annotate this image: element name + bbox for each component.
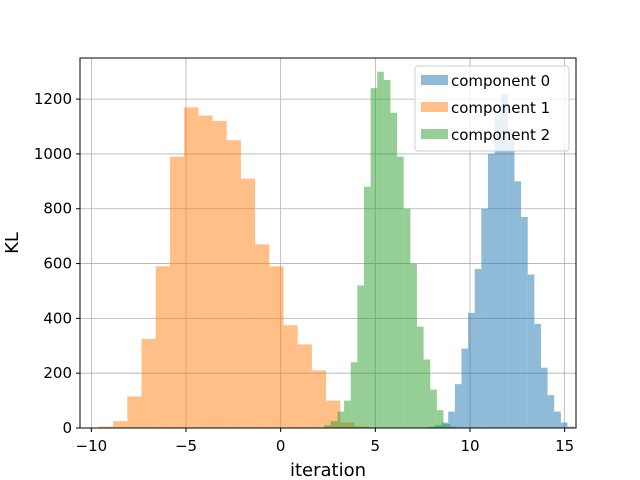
histogram-bar <box>397 156 404 428</box>
histogram-bar <box>443 423 451 428</box>
histogram-bar <box>521 216 528 428</box>
histogram-bar <box>547 395 555 428</box>
x-tick-label: −5 <box>175 437 197 455</box>
histogram-bar <box>567 426 575 428</box>
histogram-bar <box>481 208 488 428</box>
legend-swatch <box>421 75 448 85</box>
y-tick-label: 400 <box>43 309 72 327</box>
series-1 <box>98 107 369 429</box>
histogram-bar <box>487 153 495 429</box>
histogram-bar <box>560 422 568 428</box>
histogram-bar <box>430 389 437 428</box>
plot-frame <box>79 57 577 429</box>
legend: component 0 component 1 component 2 <box>414 65 570 152</box>
y-tick-label: 0 <box>62 419 72 437</box>
histogram-bar <box>350 362 358 428</box>
histogram-bar <box>436 410 444 428</box>
histogram-bar <box>269 266 284 428</box>
histogram-bar <box>198 115 213 429</box>
histogram-bar <box>98 426 114 428</box>
histogram-bar <box>448 411 455 428</box>
histogram-bar <box>410 263 417 428</box>
histogram-bar <box>326 400 341 428</box>
histogram-bar <box>514 181 522 428</box>
histogram-bar <box>370 88 378 429</box>
legend-label: component 2 <box>451 126 550 144</box>
y-tick-label: 1000 <box>34 145 72 163</box>
histogram-bar <box>337 411 345 428</box>
y-axis-label: KL <box>2 232 23 254</box>
series-2 <box>324 71 457 429</box>
axis-ticks: −10 −5 0 5 10 15 0 200 400 600 800 1000 1200 <box>34 90 574 455</box>
histogram-bar <box>501 93 508 428</box>
histogram-bar <box>527 274 535 428</box>
histogram-bar <box>416 326 424 428</box>
x-tick-label: −10 <box>76 437 108 455</box>
legend-label: component 1 <box>451 99 550 117</box>
histogram-bar <box>113 421 128 428</box>
legend-swatch <box>421 102 448 112</box>
histogram-bar <box>554 411 561 428</box>
histogram-bar <box>363 186 371 428</box>
histogram-bar <box>212 121 227 428</box>
histogram-bar <box>377 71 384 428</box>
x-tick-label: 10 <box>460 437 479 455</box>
histogram-bar <box>534 323 541 428</box>
histogram-bar <box>507 129 515 428</box>
series-0 <box>428 93 575 429</box>
histogram-bar <box>255 244 270 428</box>
histogram-bar <box>283 325 298 428</box>
legend-label: component 0 <box>451 72 550 90</box>
x-tick-label: 15 <box>555 437 574 455</box>
x-tick-label: 5 <box>371 437 381 455</box>
histogram-bar <box>403 208 411 428</box>
histogram-bars <box>98 71 575 429</box>
histogram-bar <box>474 269 482 428</box>
y-tick-label: 600 <box>43 255 72 273</box>
histogram-bar <box>468 312 475 428</box>
histogram-bar <box>155 266 170 428</box>
legend-swatch <box>421 129 448 139</box>
x-axis-label: iteration <box>290 460 366 480</box>
histogram-bar <box>454 384 462 428</box>
histogram-bar <box>383 79 391 428</box>
histogram-bar <box>311 370 327 428</box>
histogram-bar <box>330 421 338 428</box>
histogram-bar <box>127 396 142 428</box>
y-tick-label: 1200 <box>34 90 72 108</box>
histogram-bar <box>540 367 548 428</box>
histogram-bar <box>423 359 431 428</box>
histogram-bar <box>450 426 457 428</box>
histogram-bar <box>141 338 156 428</box>
histogram-bar <box>297 344 312 428</box>
x-tick-label: 0 <box>276 437 286 455</box>
histogram-bar <box>324 425 331 428</box>
histogram-bar <box>494 115 502 429</box>
histogram-bar <box>461 348 469 428</box>
histogram-bar <box>390 112 398 428</box>
y-tick-label: 200 <box>43 364 72 382</box>
histogram-bar <box>357 285 364 428</box>
y-tick-label: 800 <box>43 200 72 218</box>
histogram-bar <box>240 178 256 428</box>
histogram-bar <box>344 400 351 428</box>
legend-box <box>414 65 570 152</box>
histogram-bar <box>226 140 241 428</box>
histogram-bar <box>169 156 185 428</box>
histogram-bar <box>184 107 199 428</box>
